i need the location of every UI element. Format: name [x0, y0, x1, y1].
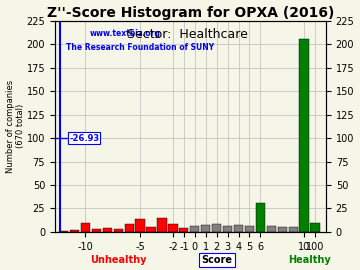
- Bar: [310, 222, 320, 232]
- Bar: [147, 227, 156, 232]
- Bar: [157, 218, 167, 232]
- Bar: [201, 225, 210, 232]
- Title: Z''-Score Histogram for OPXA (2016): Z''-Score Histogram for OPXA (2016): [47, 6, 334, 19]
- Bar: [168, 224, 177, 232]
- Bar: [245, 226, 254, 232]
- Bar: [300, 39, 309, 232]
- Bar: [267, 226, 276, 232]
- Bar: [190, 226, 199, 232]
- Text: Unhealthy: Unhealthy: [90, 255, 147, 265]
- Bar: [179, 228, 189, 232]
- Bar: [81, 222, 90, 232]
- Text: Healthy: Healthy: [288, 255, 331, 265]
- Text: The Research Foundation of SUNY: The Research Foundation of SUNY: [66, 43, 214, 52]
- Bar: [59, 231, 68, 232]
- Bar: [114, 229, 123, 232]
- Bar: [212, 224, 221, 232]
- Bar: [234, 225, 243, 232]
- Bar: [256, 203, 265, 232]
- Bar: [223, 226, 232, 232]
- Bar: [135, 219, 145, 232]
- Bar: [92, 229, 101, 232]
- Bar: [103, 228, 112, 232]
- Y-axis label: Number of companies
(670 total): Number of companies (670 total): [5, 80, 25, 173]
- Bar: [278, 227, 287, 232]
- Bar: [70, 230, 79, 232]
- Text: www.textbiz.org: www.textbiz.org: [90, 29, 161, 38]
- Text: Score: Score: [201, 255, 232, 265]
- Text: -26.93: -26.93: [69, 134, 99, 143]
- Bar: [125, 224, 134, 232]
- Bar: [288, 227, 298, 232]
- Text: Sector:  Healthcare: Sector: Healthcare: [127, 28, 248, 41]
